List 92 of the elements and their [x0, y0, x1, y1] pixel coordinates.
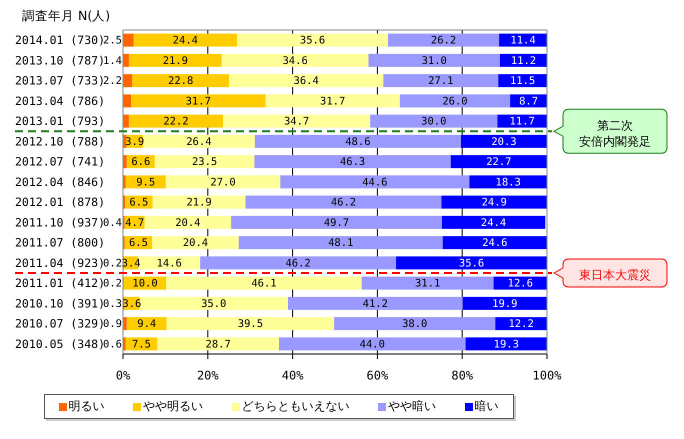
data-label: 48.6	[345, 136, 371, 148]
data-label: 31.1	[414, 278, 440, 290]
data-label: 11.4	[510, 34, 536, 47]
data-label: 9.5	[136, 176, 156, 188]
data-label: 46.2	[330, 196, 356, 209]
data-label: 27.1	[428, 75, 454, 88]
data-label: 26.4	[186, 136, 212, 148]
ref-line-label: 第二次安倍内閣発足	[579, 118, 651, 148]
data-label: 7.5	[132, 338, 151, 350]
data-label: 46.2	[285, 257, 311, 270]
data-label: 21.9	[186, 196, 212, 209]
data-label: 24.9	[482, 196, 507, 209]
data-label: 14.6	[156, 257, 182, 270]
data-label: 49.7	[324, 216, 350, 229]
y-tick-label: 2013.01 (793)	[15, 114, 106, 128]
data-label: 46.1	[251, 278, 277, 290]
data-label: 24.6	[482, 237, 508, 250]
data-label: 34.7	[284, 116, 310, 128]
data-label: 48.1	[328, 237, 354, 250]
data-label: 11.5	[510, 75, 536, 88]
data-label: 35.6	[458, 257, 484, 270]
data-label: 9.4	[137, 318, 156, 330]
legend-label: どちらともいえない	[240, 398, 350, 415]
x-tick-label: 60%	[366, 368, 390, 383]
y-tick-label: 2012.07 (741)	[15, 154, 106, 169]
data-label: 2.2	[103, 75, 122, 88]
legend-label: やや明るい	[142, 398, 203, 415]
data-label: 11.7	[510, 116, 535, 128]
data-label: 28.7	[206, 338, 231, 350]
x-tick-label: 80%	[451, 368, 474, 383]
data-label: 36.4	[294, 75, 319, 88]
y-axis-title: 調査年月 N(人)	[22, 8, 110, 23]
data-label: 6.6	[131, 156, 150, 168]
data-label: 31.7	[186, 95, 211, 108]
legend-label: 暗い	[474, 398, 498, 415]
x-tick-label: 0%	[116, 368, 131, 383]
y-tick-label: 2012.04 (846)	[15, 174, 106, 189]
data-label: 46.3	[340, 156, 366, 168]
data-label: 18.3	[496, 176, 521, 188]
data-label: 1.4	[103, 54, 122, 67]
data-label: 8.7	[519, 95, 538, 108]
data-label: 19.9	[492, 298, 518, 310]
ref-line-label: 東日本大震災	[579, 268, 651, 282]
data-label: 12.2	[508, 318, 534, 330]
data-label: 27.0	[210, 176, 236, 188]
data-label: 0.9	[103, 318, 122, 330]
data-label: 39.5	[238, 318, 264, 330]
legend-label: やや暗い	[387, 398, 436, 415]
data-label: 22.2	[163, 116, 189, 128]
data-label: 31.0	[422, 54, 447, 67]
data-label: 30.0	[421, 116, 446, 128]
data-label: 41.2	[362, 298, 388, 310]
data-label: 21.9	[162, 54, 188, 67]
y-tick-label: 2013.04 (786)	[15, 94, 106, 108]
data-label: 4.7	[125, 216, 144, 229]
data-label: 20.3	[491, 136, 517, 148]
data-label: 26.0	[442, 95, 468, 108]
data-label: 34.6	[282, 54, 308, 67]
data-label: 6.5	[129, 196, 148, 209]
data-label: 22.8	[168, 75, 194, 88]
x-tick-label: 20%	[196, 368, 220, 383]
data-label: 44.0	[360, 338, 385, 350]
data-label: 20.4	[175, 216, 201, 229]
data-label: 35.0	[201, 298, 226, 310]
data-label: 44.6	[362, 176, 388, 188]
data-label: 0.4	[103, 216, 122, 229]
data-label: 22.7	[486, 156, 512, 168]
data-label: 2.5	[103, 34, 122, 47]
data-label: 23.5	[192, 156, 218, 168]
y-tick-label: 2011.07 (800)	[15, 236, 106, 250]
data-label: 11.2	[510, 54, 536, 67]
data-label: 19.3	[494, 338, 519, 350]
data-label: 31.7	[320, 95, 346, 108]
data-label: 20.4	[182, 237, 208, 250]
data-label: 38.0	[402, 318, 428, 330]
data-label: 0.2	[103, 257, 122, 270]
data-label: 35.6	[300, 34, 326, 47]
data-label: 24.4	[480, 216, 506, 229]
y-tick-label: 2013.10 (787)	[15, 53, 106, 68]
data-label: 26.2	[430, 34, 456, 47]
x-tick-label: 40%	[282, 368, 304, 383]
data-label: 12.6	[508, 278, 533, 290]
data-label: 6.5	[128, 237, 148, 250]
x-tick-label: 100%	[532, 368, 562, 383]
data-label: 0.2	[103, 278, 122, 290]
data-label: 0.6	[103, 338, 122, 350]
data-label: 10.0	[132, 278, 158, 290]
data-label: 24.4	[172, 34, 198, 47]
y-tick-label: 2012.01 (878)	[15, 195, 106, 210]
data-label: 0.3	[103, 298, 122, 310]
y-tick-label: 2012.10 (788)	[15, 134, 106, 148]
legend-label: 明るい	[68, 398, 104, 415]
